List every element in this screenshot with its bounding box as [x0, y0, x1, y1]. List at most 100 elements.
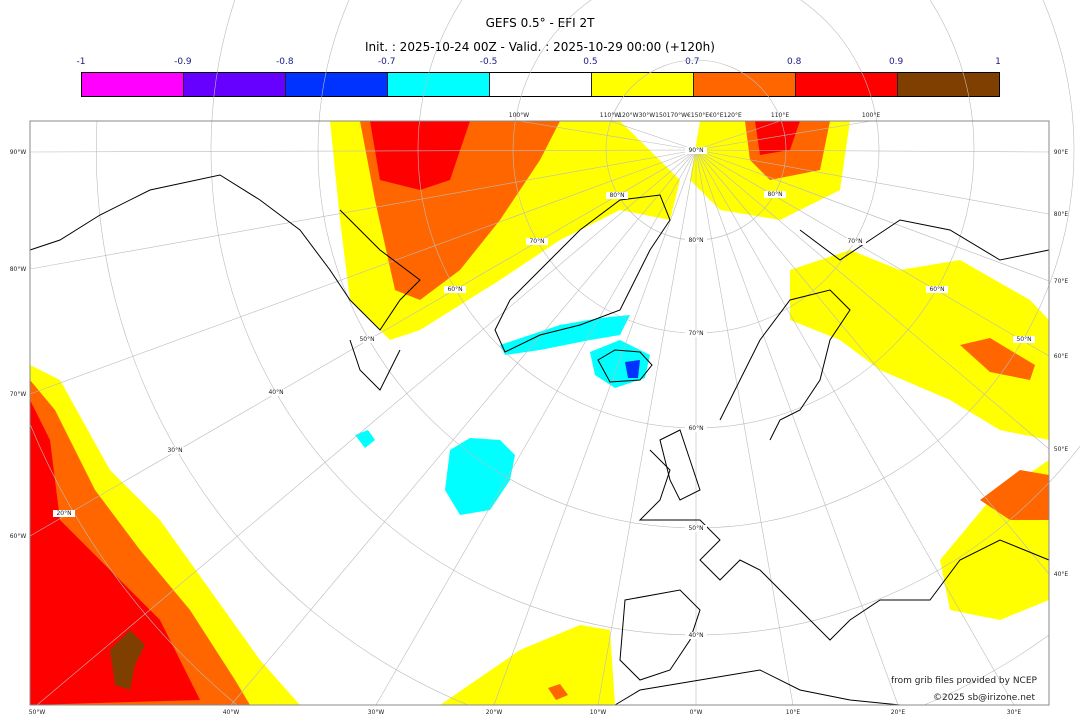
axis-label: 30°W — [368, 709, 385, 716]
colorbar-swatch — [592, 73, 694, 96]
axis-label: 100°E — [862, 112, 880, 119]
axis-label: 80°N — [767, 191, 782, 198]
map-title: GEFS 0.5° - EFI 2T — [485, 16, 595, 30]
axis-label: 120°W30°W150170°W€150°E€0°E120°E — [618, 112, 742, 119]
efi-blue-iceland — [625, 360, 640, 378]
axis-label: 80°W — [10, 266, 27, 273]
axis-label: 40°N — [688, 632, 703, 639]
label-bg — [926, 286, 948, 293]
label-bg — [685, 525, 707, 532]
efi-red-sw — [30, 400, 200, 705]
coast-europe — [638, 449, 1050, 641]
axis-label: 60°N — [688, 425, 703, 432]
coast-north-america — [29, 174, 421, 331]
axis-label: 90°E — [1054, 149, 1069, 156]
axis-label: 60°N — [929, 286, 944, 293]
label-bg — [685, 425, 707, 432]
axis-label: 30°E — [1007, 709, 1022, 716]
efi-fields — [30, 121, 1049, 705]
axis-label: 70°N — [529, 238, 544, 245]
efi-brown-sw — [110, 630, 145, 690]
axis-label: 50°W — [29, 709, 46, 716]
coast-iceland — [597, 349, 653, 383]
coast-greenland — [494, 194, 671, 353]
axis-label: 50°N — [359, 336, 374, 343]
axis-label: 60°N — [447, 286, 462, 293]
label-bg — [444, 286, 466, 293]
colorbar-tick: 0.5 — [583, 57, 598, 67]
colorbar-tick: 1 — [995, 57, 1001, 67]
axis-label: 30°N — [167, 447, 182, 454]
axis-label: 110°E — [771, 112, 789, 119]
copyright: ©2025 sb@irizone.net — [933, 693, 1035, 703]
map-frame — [29, 120, 1050, 706]
efi-orange-se — [980, 470, 1049, 520]
coastlines — [29, 174, 1050, 706]
label-bg — [356, 336, 378, 343]
axis-label: 70°E — [1054, 278, 1069, 285]
coast-labrador — [349, 339, 401, 391]
colorbar-swatch — [388, 73, 490, 96]
axis-label: 70°N — [688, 330, 703, 337]
axis-label: 20°E — [891, 709, 906, 716]
axis-label: 20°W — [486, 709, 503, 716]
label-bg — [685, 237, 707, 244]
axis-label: 60°E — [1054, 353, 1069, 360]
efi-orange-atl — [548, 684, 568, 700]
latitude-arc — [29, 423, 238, 706]
colorbar-tick: -1 — [76, 57, 86, 67]
efi-red-ne — [755, 121, 800, 155]
colorbar-tick: 0.8 — [787, 57, 802, 67]
axis-label: 40°E — [1054, 571, 1069, 578]
label-bg — [685, 147, 707, 154]
coast-british — [659, 429, 701, 501]
latitude-arc — [96, 120, 469, 706]
axis-label: 10°E — [786, 709, 801, 716]
coast-russia-arctic — [799, 219, 1050, 261]
label-bg — [844, 238, 866, 245]
axis-label: 80°N — [609, 192, 624, 199]
axis-label: 40°W — [223, 709, 240, 716]
colorbar-swatch — [286, 73, 388, 96]
label-bg — [164, 447, 186, 454]
axis-label: 50°E — [1054, 446, 1069, 453]
label-bg — [764, 191, 786, 198]
axis-label: 70°W — [10, 391, 27, 398]
label-bg — [685, 330, 707, 337]
efi-red-arctic — [370, 121, 470, 190]
label-bg — [606, 192, 628, 199]
label-bg — [265, 389, 287, 396]
colorbar-tick: 0.7 — [685, 57, 700, 67]
efi-cyan-small — [355, 430, 375, 448]
axis-label: 110°W — [600, 112, 620, 119]
efi-cyan-atl — [445, 438, 515, 515]
efi-orange-russia — [960, 338, 1035, 380]
label-bg — [685, 632, 707, 639]
colorbar-swatch — [694, 73, 796, 96]
colorbar-tick: -0.8 — [275, 57, 294, 67]
axis-label: 20°N — [56, 510, 71, 517]
colorbar — [81, 72, 1000, 97]
label-bg — [53, 510, 75, 517]
colorbar-swatch — [490, 73, 592, 96]
axis-label: 50°N — [688, 525, 703, 532]
map-subtitle: Init. : 2025-10-24 00Z - Valid. : 2025-1… — [365, 40, 715, 54]
label-bg — [526, 238, 548, 245]
axis-label: 40°N — [268, 389, 283, 396]
axis-label: 0°W — [690, 709, 703, 716]
colorbar-swatch — [82, 73, 184, 96]
axis-label: 80°E — [1054, 211, 1069, 218]
axis-label: 90°N — [688, 147, 703, 154]
coast-africa — [614, 669, 901, 706]
efi-yellow-atl — [440, 625, 615, 705]
axis-label: 90°W — [10, 149, 27, 156]
axis-label: 50°N — [1016, 336, 1031, 343]
colorbar-tick: -0.7 — [377, 57, 396, 67]
axis-label: 100°W — [509, 112, 529, 119]
axis-label: 10°W — [590, 709, 607, 716]
colorbar-swatch — [796, 73, 898, 96]
source-credit: from grib files provided by NCEP — [891, 676, 1037, 686]
efi-yellow-russia — [790, 250, 1049, 440]
latitude-arc — [923, 634, 1050, 706]
